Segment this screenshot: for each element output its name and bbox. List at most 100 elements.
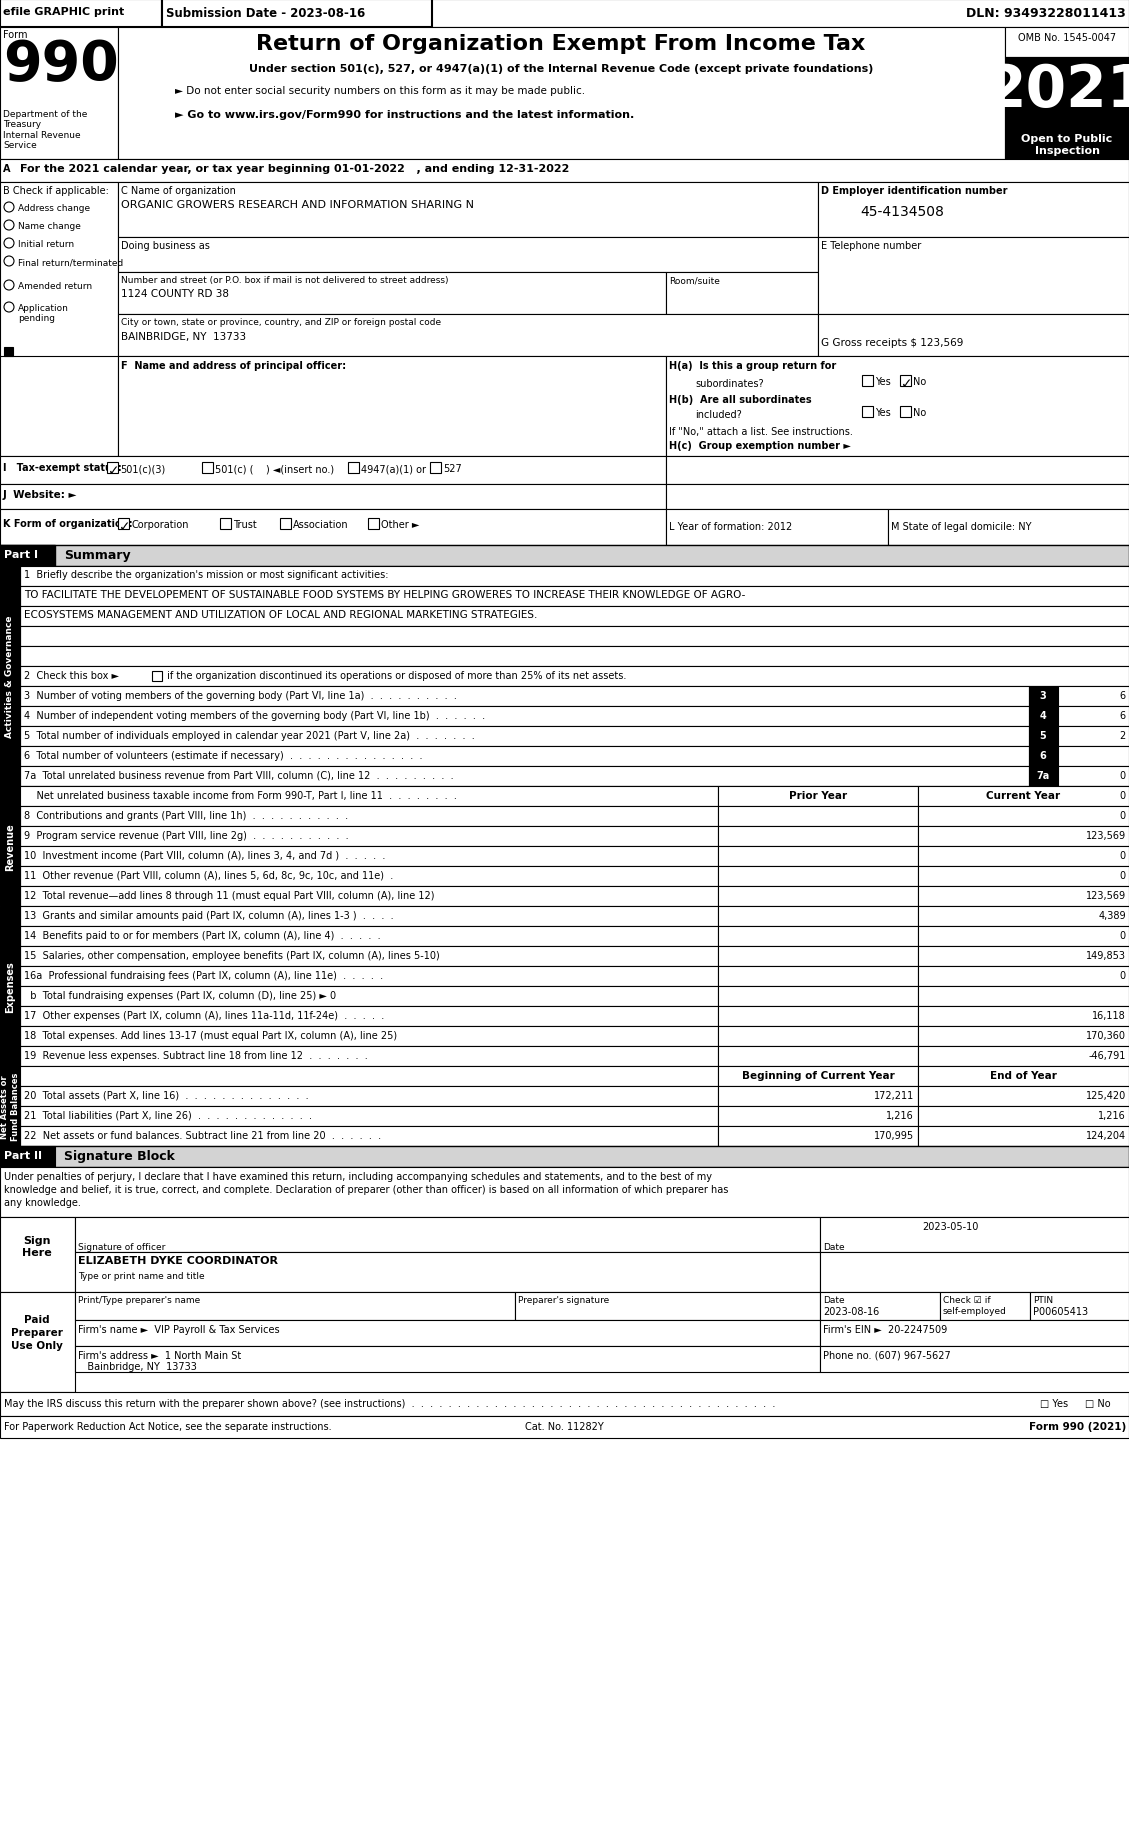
- Text: 21  Total liabilities (Part X, line 26)  .  .  .  .  .  .  .  .  .  .  .  .  .: 21 Total liabilities (Part X, line 26) .…: [24, 1111, 312, 1120]
- Bar: [718, 1007, 918, 1027]
- Text: ECOSYSTEMS MANAGEMENT AND UTILIZATION OF LOCAL AND REGIONAL MARKETING STRATEGIES: ECOSYSTEMS MANAGEMENT AND UTILIZATION OF…: [24, 609, 537, 620]
- Bar: [0, 1393, 1129, 1416]
- Bar: [918, 827, 1129, 847]
- Bar: [666, 273, 819, 315]
- Bar: [918, 1027, 1129, 1047]
- Bar: [718, 986, 918, 1007]
- Text: 6  Total number of volunteers (estimate if necessary)  .  .  .  .  .  .  .  .  .: 6 Total number of volunteers (estimate i…: [24, 750, 422, 761]
- Text: Use Only: Use Only: [11, 1340, 63, 1351]
- Bar: [0, 787, 20, 906]
- Bar: [20, 986, 718, 1007]
- Text: Yes: Yes: [875, 408, 891, 417]
- Bar: [0, 567, 20, 787]
- Text: 501(c)(3): 501(c)(3): [120, 463, 165, 474]
- Text: 5  Total number of individuals employed in calendar year 2021 (Part V, line 2a) : 5 Total number of individuals employed i…: [24, 730, 475, 741]
- Bar: [918, 807, 1129, 827]
- Bar: [0, 545, 55, 567]
- Text: 2  Check this box ►: 2 Check this box ►: [24, 670, 119, 681]
- Bar: [20, 946, 718, 966]
- Text: Date: Date: [823, 1243, 844, 1252]
- Bar: [819, 183, 1129, 238]
- Text: Yes: Yes: [875, 377, 891, 386]
- Text: A: A: [3, 165, 10, 174]
- Text: 17  Other expenses (Part IX, column (A), lines 11a-11d, 11f-24e)  .  .  .  .  .: 17 Other expenses (Part IX, column (A), …: [24, 1010, 384, 1021]
- Text: ✓: ✓: [108, 463, 120, 478]
- Text: Preparer: Preparer: [11, 1327, 63, 1338]
- Bar: [0, 0, 1129, 27]
- Text: 4  Number of independent voting members of the governing body (Part VI, line 1b): 4 Number of independent voting members o…: [24, 710, 485, 721]
- Text: OMB No. 1545-0047: OMB No. 1545-0047: [1018, 33, 1117, 42]
- Text: May the IRS discuss this return with the preparer shown above? (see instructions: May the IRS discuss this return with the…: [5, 1398, 776, 1409]
- Text: ► Go to www.irs.gov/Form990 for instructions and the latest information.: ► Go to www.irs.gov/Form990 for instruct…: [175, 110, 634, 121]
- Bar: [0, 1292, 75, 1393]
- Text: Prior Year: Prior Year: [789, 791, 847, 800]
- Bar: [75, 1347, 820, 1372]
- Text: Expenses: Expenses: [5, 961, 15, 1012]
- Bar: [20, 646, 1129, 666]
- Text: Firm's address ►  1 North Main St: Firm's address ► 1 North Main St: [78, 1351, 242, 1360]
- Text: Number and street (or P.O. box if mail is not delivered to street address): Number and street (or P.O. box if mail i…: [121, 276, 448, 285]
- Bar: [20, 1027, 718, 1047]
- Bar: [1005, 27, 1129, 59]
- Bar: [0, 906, 20, 1067]
- Bar: [20, 587, 1129, 608]
- Text: Firm's EIN ►  20-2247509: Firm's EIN ► 20-2247509: [823, 1325, 947, 1334]
- Bar: [20, 827, 718, 847]
- Bar: [280, 518, 291, 529]
- Text: 10  Investment income (Part VIII, column (A), lines 3, 4, and 7d )  .  .  .  .  : 10 Investment income (Part VIII, column …: [24, 851, 385, 860]
- Text: 0: 0: [1120, 811, 1126, 820]
- Text: 3  Number of voting members of the governing body (Part VI, line 1a)  .  .  .  .: 3 Number of voting members of the govern…: [24, 690, 457, 701]
- Bar: [718, 1107, 918, 1127]
- Text: Sign: Sign: [24, 1235, 51, 1246]
- Bar: [918, 986, 1129, 1007]
- Bar: [0, 183, 119, 373]
- Text: Address change: Address change: [18, 203, 90, 212]
- Bar: [20, 747, 1029, 767]
- Text: DLN: 93493228011413: DLN: 93493228011413: [966, 7, 1126, 20]
- Text: Firm's name ►  VIP Payroll & Tax Services: Firm's name ► VIP Payroll & Tax Services: [78, 1325, 280, 1334]
- Text: No: No: [913, 408, 926, 417]
- Text: D Employer identification number: D Employer identification number: [821, 187, 1007, 196]
- Bar: [161, 0, 432, 27]
- Text: No: No: [913, 377, 926, 386]
- Bar: [1029, 787, 1058, 807]
- Text: 20  Total assets (Part X, line 16)  .  .  .  .  .  .  .  .  .  .  .  .  .  .: 20 Total assets (Part X, line 16) . . . …: [24, 1091, 308, 1100]
- Text: Type or print name and title: Type or print name and title: [78, 1272, 204, 1281]
- Bar: [119, 238, 819, 273]
- Text: included?: included?: [695, 410, 742, 419]
- Bar: [820, 1217, 1129, 1252]
- Bar: [1029, 706, 1058, 727]
- Text: 123,569: 123,569: [1086, 891, 1126, 900]
- Bar: [20, 847, 718, 867]
- Bar: [918, 966, 1129, 986]
- Text: 8  Contributions and grants (Part VIII, line 1h)  .  .  .  .  .  .  .  .  .  .  : 8 Contributions and grants (Part VIII, l…: [24, 811, 348, 820]
- Text: Net Assets or
Fund Balances: Net Assets or Fund Balances: [0, 1072, 19, 1140]
- Bar: [20, 1087, 718, 1107]
- Bar: [718, 787, 918, 807]
- Text: 1,216: 1,216: [1099, 1111, 1126, 1120]
- Text: 0: 0: [1120, 871, 1126, 880]
- Text: Net unrelated business taxable income from Form 990-T, Part I, line 11  .  .  . : Net unrelated business taxable income fr…: [24, 791, 457, 800]
- Bar: [20, 767, 1029, 787]
- Text: 527: 527: [443, 463, 462, 474]
- Text: 19  Revenue less expenses. Subtract line 18 from line 12  .  .  .  .  .  .  .: 19 Revenue less expenses. Subtract line …: [24, 1050, 368, 1060]
- Text: G Gross receipts $ 123,569: G Gross receipts $ 123,569: [821, 339, 963, 348]
- Bar: [918, 1127, 1129, 1146]
- Text: For the 2021 calendar year, or tax year beginning 01-01-2022   , and ending 12-3: For the 2021 calendar year, or tax year …: [20, 165, 569, 174]
- Bar: [20, 906, 718, 926]
- Text: H(c)  Group exemption number ►: H(c) Group exemption number ►: [669, 441, 851, 450]
- Text: 6: 6: [1120, 710, 1126, 721]
- Bar: [918, 886, 1129, 906]
- Bar: [820, 1347, 1129, 1372]
- Text: Check ☑ if: Check ☑ if: [943, 1296, 990, 1305]
- Text: 124,204: 124,204: [1086, 1131, 1126, 1140]
- Bar: [718, 886, 918, 906]
- Text: 172,211: 172,211: [874, 1091, 914, 1100]
- Text: H(b)  Are all subordinates: H(b) Are all subordinates: [669, 395, 812, 404]
- Text: Department of the
Treasury
Internal Revenue
Service: Department of the Treasury Internal Reve…: [3, 110, 87, 150]
- Text: 170,360: 170,360: [1086, 1030, 1126, 1041]
- Bar: [0, 1416, 1129, 1438]
- Text: 7b: 7b: [1036, 791, 1050, 800]
- Bar: [918, 1107, 1129, 1127]
- Text: self-employed: self-employed: [943, 1307, 1007, 1316]
